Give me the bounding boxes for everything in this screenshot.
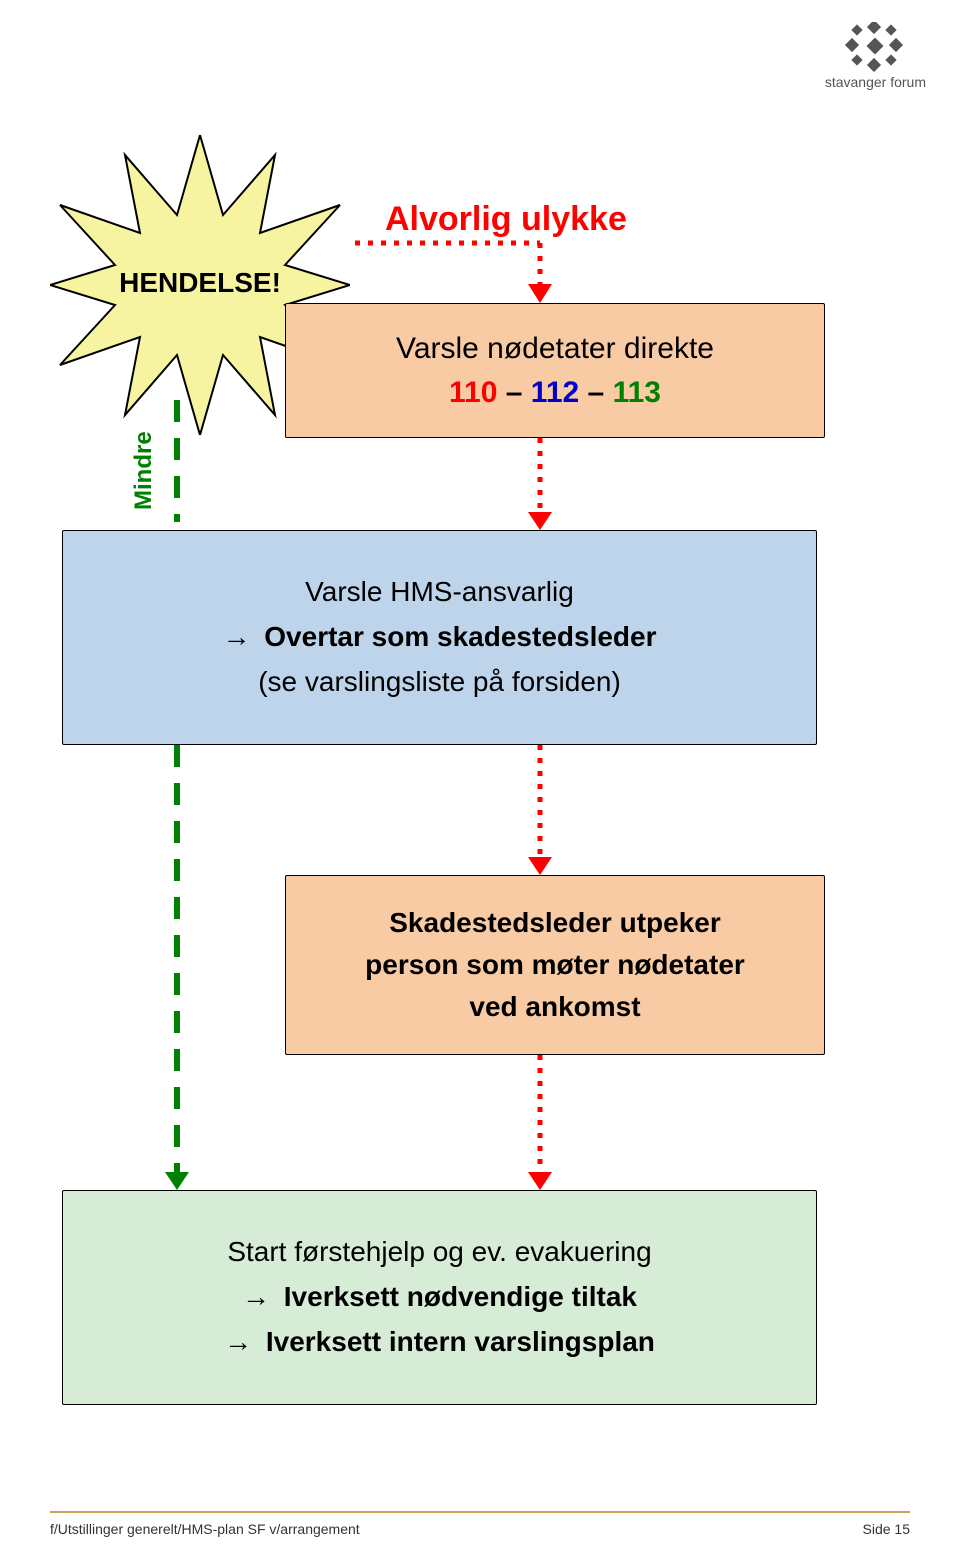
logo-text: stavanger forum — [825, 74, 926, 90]
arrow-right-icon: → — [242, 1281, 270, 1312]
num-110: 110 — [449, 376, 497, 409]
box-line: Varsle HMS-ansvarlig — [305, 570, 574, 615]
arrow-right-icon: → — [224, 1326, 252, 1357]
box-line: (se varslingsliste på forsiden) — [258, 660, 621, 705]
page: stavanger forum HENDELSE! Mindre Alvorli… — [0, 0, 960, 1565]
box-line: ved ankomst — [469, 986, 640, 1028]
box-line: person som møter nødetater — [365, 944, 745, 986]
box-numbers: 110 – 112 – 113 — [449, 376, 661, 410]
logo: stavanger forum — [825, 22, 926, 90]
title-alvorlig-ulykke: Alvorlig ulykke — [385, 200, 627, 239]
box-varsle-hms: Varsle HMS-ansvarlig → Overtar som skade… — [62, 530, 817, 745]
box-skadestedsleder: Skadestedsleder utpeker person som møter… — [285, 875, 825, 1055]
box-varsle-nodetater: Varsle nødetater direkte 110 – 112 – 113 — [285, 303, 825, 438]
arrow-right-icon: → — [223, 621, 251, 652]
box-line: Varsle nødetater direkte — [396, 332, 714, 366]
logo-icon — [841, 22, 909, 72]
box-line-text: Overtar som skadestedsleder — [264, 621, 656, 652]
box-line: Start førstehjelp og ev. evakuering — [227, 1230, 651, 1275]
box-line: → Overtar som skadestedsleder — [223, 615, 657, 660]
box-line-text: Iverksett intern varslingsplan — [266, 1326, 655, 1357]
box-line: Skadestedsleder utpeker — [389, 902, 721, 944]
footer: f/Utstillinger generelt/HMS-plan SF v/ar… — [50, 1521, 910, 1537]
mindre-label: Mindre — [130, 431, 158, 510]
num-112: 112 — [531, 376, 579, 409]
box-line-text: Iverksett nødvendige tiltak — [284, 1281, 637, 1312]
num-113: 113 — [613, 376, 661, 409]
box-line: → Iverksett nødvendige tiltak — [242, 1275, 637, 1320]
box-start-forstehjelp: Start førstehjelp og ev. evakuering → Iv… — [62, 1190, 817, 1405]
footer-left: f/Utstillinger generelt/HMS-plan SF v/ar… — [50, 1521, 360, 1537]
footer-rule — [50, 1511, 910, 1513]
box-line: → Iverksett intern varslingsplan — [224, 1320, 655, 1365]
footer-right: Side 15 — [863, 1521, 910, 1537]
